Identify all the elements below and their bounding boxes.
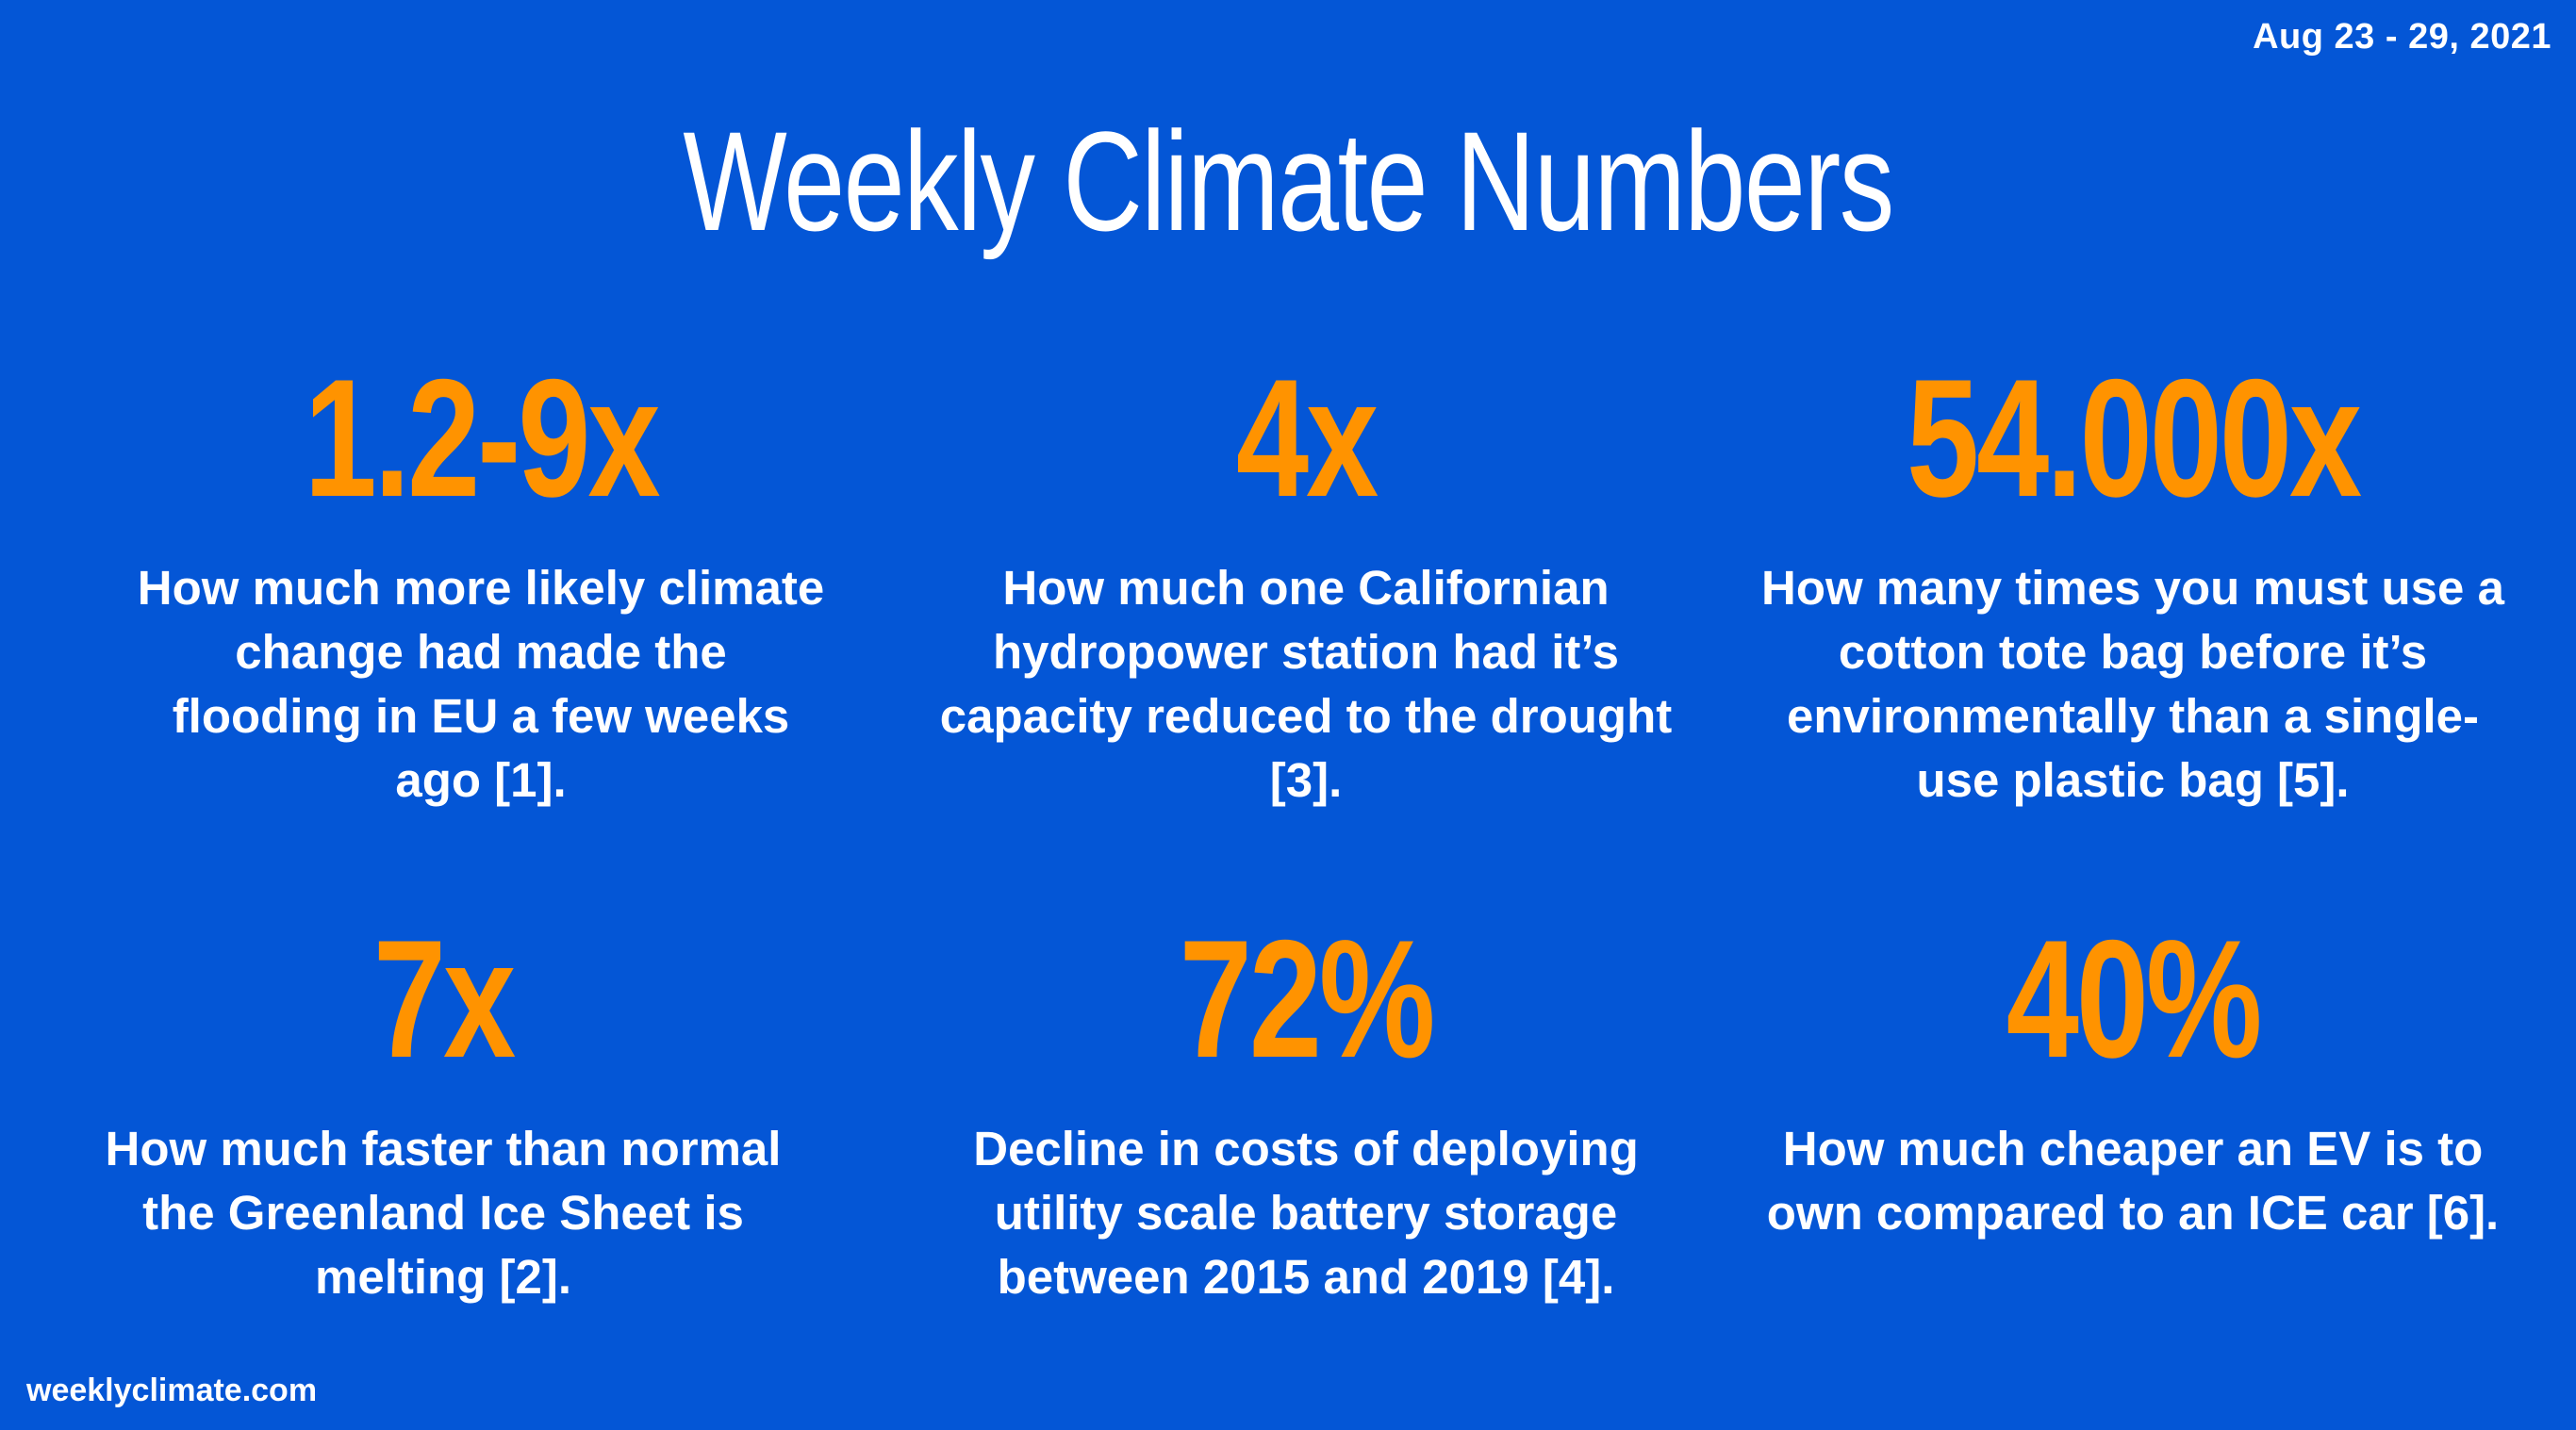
- stat-value: 54.000x: [1906, 344, 2362, 532]
- date-range: Aug 23 - 29, 2021: [2253, 17, 2551, 57]
- page-title: Weekly Climate Numbers: [683, 102, 1894, 260]
- stat-value: 7x: [372, 905, 516, 1093]
- stat-description: How many times you must use a cotton tot…: [1761, 561, 2504, 807]
- stat-description: How much faster than normal the Greenlan…: [105, 1122, 782, 1304]
- stat-card: 7x How much faster than normal the Green…: [38, 910, 849, 1309]
- stat-description: How much more likely climate change had …: [137, 561, 825, 807]
- stat-value: 1.2-9x: [304, 344, 661, 532]
- stat-value: 40%: [2006, 905, 2263, 1093]
- stat-card: 40% How much cheaper an EV is to own com…: [1727, 910, 2538, 1245]
- stat-description: How much cheaper an EV is to own compare…: [1766, 1122, 2500, 1240]
- stat-card: 72% Decline in costs of deploying utilit…: [900, 910, 1711, 1309]
- footer-url[interactable]: weeklyclimate.com: [26, 1372, 318, 1408]
- stat-card: 1.2-9x How much more likely climate chan…: [75, 349, 886, 813]
- stat-card: 54.000x How many times you must use a co…: [1727, 349, 2538, 813]
- stat-value: 4x: [1235, 344, 1379, 532]
- stat-description: Decline in costs of deploying utility sc…: [973, 1122, 1639, 1304]
- stat-description: How much one Californian hydropower stat…: [939, 561, 1673, 807]
- stat-card: 4x How much one Californian hydropower s…: [900, 349, 1711, 813]
- stat-value: 72%: [1179, 905, 1436, 1093]
